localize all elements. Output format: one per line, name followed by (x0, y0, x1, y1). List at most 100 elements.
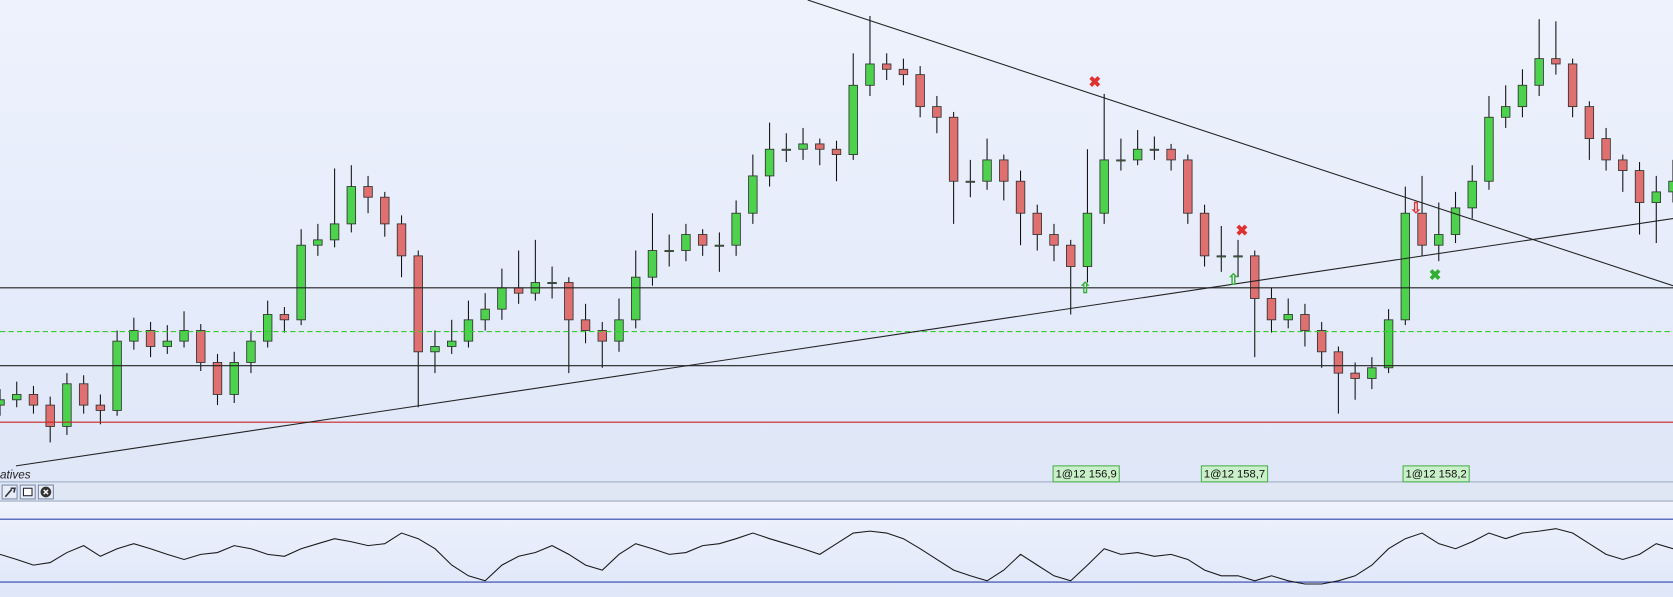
candle-body (748, 175, 758, 214)
candle-body (614, 319, 624, 342)
candle-body (12, 394, 22, 401)
candle-body (513, 287, 524, 294)
candle-body (329, 223, 340, 241)
candle-body (1015, 180, 1026, 214)
candle-body (346, 186, 357, 225)
candle-body (681, 234, 691, 251)
candle-body (1266, 298, 1277, 321)
candle-body (948, 116, 959, 182)
candle-body (463, 319, 474, 342)
candle-body (112, 340, 122, 411)
candle-body (1450, 207, 1461, 235)
candle-body (179, 330, 189, 342)
sell-arrow: ⇩ (1410, 200, 1423, 217)
trade-label: 1@12 156,9 (1052, 465, 1120, 483)
exit-marker: ✖ (1429, 267, 1442, 284)
candle-body (831, 148, 842, 156)
window-icon (22, 487, 33, 497)
candle-body (1367, 367, 1377, 379)
candle-body (1116, 159, 1126, 162)
trade-label-text: 1@12 158,2 (1406, 468, 1467, 480)
candle-body (480, 308, 490, 321)
candle-body (915, 74, 925, 108)
candle-body (580, 319, 591, 331)
candle-body (1283, 314, 1293, 321)
candle-body (413, 255, 423, 353)
candle-body (664, 250, 674, 253)
candle-body (95, 404, 106, 411)
candle-body (313, 239, 323, 246)
candle-body (246, 340, 256, 363)
candle-body (1316, 330, 1327, 353)
candle-body (380, 196, 390, 225)
candle-body (865, 63, 875, 86)
candle-body (1417, 212, 1427, 246)
trade-label: 1@12 158,2 (1402, 465, 1470, 483)
close-icon-x (43, 489, 49, 495)
candle-body (781, 148, 792, 151)
oscillator-pane (0, 502, 1673, 597)
candle-body (1350, 372, 1360, 379)
candle-body (162, 340, 172, 347)
candle-body (982, 159, 992, 182)
candle-body (78, 383, 89, 406)
candle-body (196, 330, 206, 363)
candle-body (631, 276, 641, 321)
candle-body (28, 394, 39, 406)
candle-body (1099, 159, 1109, 214)
candle-body (1567, 63, 1578, 108)
buy-arrow: ⇧ (1227, 271, 1240, 288)
candle-body (1434, 234, 1444, 246)
candle-body (815, 143, 825, 150)
candle-body (363, 186, 373, 198)
candle-body (1082, 212, 1093, 267)
candle-body (999, 159, 1009, 182)
candle-body (597, 330, 607, 342)
candle-body (965, 180, 976, 183)
candle-body (932, 106, 942, 118)
candles (0, 15, 1673, 443)
trend-line (15, 218, 1673, 467)
candle-body (1233, 255, 1243, 258)
candle-body (764, 148, 775, 177)
candle-body (1066, 244, 1076, 267)
trade-label-text: 1@12 158,7 (1204, 468, 1265, 480)
candle-body (1601, 138, 1611, 161)
candle-body (447, 340, 457, 347)
candle-body (898, 68, 909, 76)
candle-body (1149, 148, 1160, 151)
candle-body (1300, 314, 1310, 331)
candle-body (647, 250, 658, 278)
candle-body (714, 244, 725, 247)
exit-marker: ✖ (1236, 222, 1249, 239)
candle-body (1651, 191, 1661, 203)
pane-toolbar (0, 481, 1673, 502)
candle-body (1199, 212, 1210, 257)
candle-body (1668, 180, 1673, 193)
candle-body (129, 330, 139, 342)
candle-body (0, 399, 5, 406)
candle-body (145, 330, 156, 347)
buy-arrow: ⇧ (1079, 280, 1092, 297)
candle-body (1166, 148, 1176, 161)
candle-body (1534, 58, 1544, 86)
candle-body (1634, 170, 1645, 203)
candle-body (1467, 180, 1477, 209)
trend-line (807, 0, 1673, 287)
candle-body (1501, 106, 1511, 118)
candle-body (430, 346, 440, 353)
candle-body (547, 282, 557, 285)
candle-body (262, 314, 273, 342)
pane-label: atives (0, 469, 31, 482)
candle-body (497, 287, 507, 310)
candle-body (45, 404, 55, 427)
candle-body (881, 63, 892, 70)
candle-body (1618, 159, 1628, 171)
candle-body (1049, 234, 1059, 246)
candle-body (798, 143, 808, 150)
wrench-icon (4, 487, 16, 498)
candle-body (1551, 58, 1561, 65)
candle-body (279, 314, 290, 321)
